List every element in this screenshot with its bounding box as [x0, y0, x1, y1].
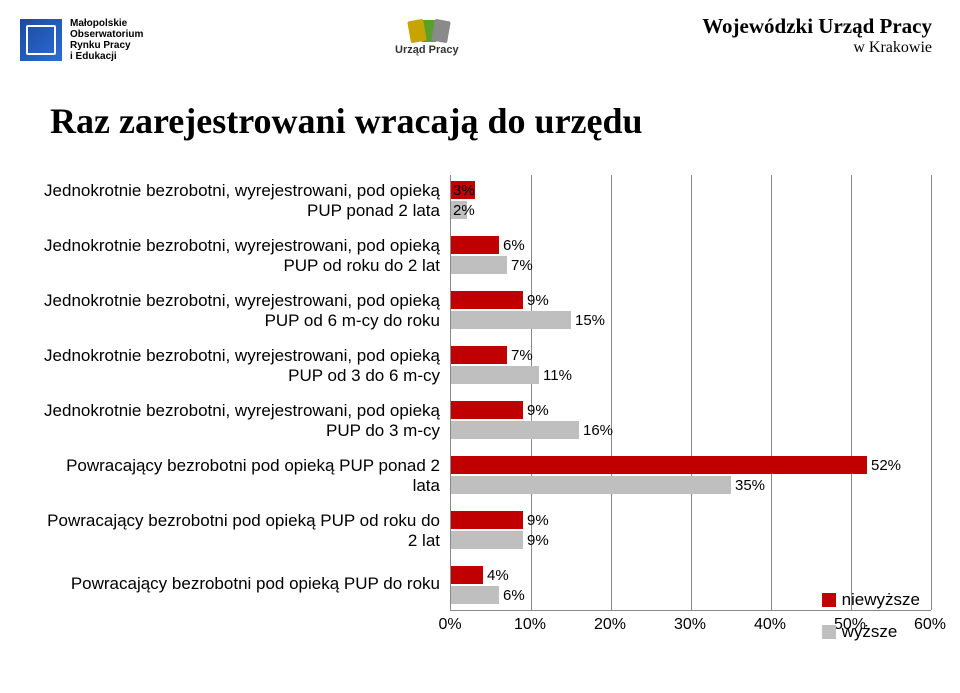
category-label-line: PUP ponad 2 lata: [30, 201, 440, 221]
legend-item-niewyzsze: niewyższe: [822, 590, 920, 610]
category-label-line: Powracający bezrobotni pod opieką PUP od…: [30, 511, 440, 531]
logo-malopolskie-icon: [20, 19, 62, 61]
category-label-line: Jednokrotnie bezrobotni, wyrejestrowani,…: [30, 291, 440, 311]
category-label-line: PUP do 3 m-cy: [30, 421, 440, 441]
slide-title: Raz zarejestrowani wracają do urzędu: [50, 100, 643, 142]
logo-wup-line2: w Krakowie: [702, 39, 932, 57]
category-label: Powracający bezrobotni pod opieką PUP do…: [30, 574, 440, 594]
bar-wyzsze: [451, 256, 507, 274]
category-label-line: PUP od roku do 2 lat: [30, 256, 440, 276]
x-tick-label: 10%: [514, 616, 546, 634]
logo-left-line: Małopolskie: [70, 18, 143, 29]
bar-value-wyzsze: 7%: [511, 257, 533, 274]
bar-wyzsze: [451, 476, 731, 494]
category-label-line: PUP od 6 m-cy do roku: [30, 311, 440, 331]
bar-niewyzsze: [451, 291, 523, 309]
bar-value-niewyzsze: 9%: [527, 292, 549, 309]
logo-left-line: i Edukacji: [70, 51, 143, 62]
bar-wyzsze: [451, 586, 499, 604]
bar-niewyzsze: [451, 236, 499, 254]
category-label-line: 2 lat: [30, 531, 440, 551]
bar-niewyzsze: [451, 566, 483, 584]
category-label: Jednokrotnie bezrobotni, wyrejestrowani,…: [30, 181, 440, 220]
bar-wyzsze: [451, 531, 523, 549]
legend-item-wyzsze: wyższe: [822, 622, 920, 642]
bar-value-wyzsze: 9%: [527, 532, 549, 549]
logo-wup-line1: Wojewódzki Urząd Pracy: [702, 14, 932, 39]
legend-label-niewyzsze: niewyższe: [842, 590, 920, 610]
x-gridline: [771, 175, 772, 610]
bar-value-niewyzsze: 4%: [487, 567, 509, 584]
bar-value-wyzsze: 6%: [503, 587, 525, 604]
page: Małopolskie Obserwatorium Rynku Pracy i …: [0, 0, 960, 693]
x-gridline: [691, 175, 692, 610]
bar-wyzsze: [451, 366, 539, 384]
bar-value-wyzsze: 11%: [543, 367, 572, 384]
x-tick-label: 30%: [674, 616, 706, 634]
category-label: Jednokrotnie bezrobotni, wyrejestrowani,…: [30, 401, 440, 440]
legend-swatch-wyzsze: [822, 625, 836, 639]
plot-area: 3% 2% 6% 7% 9% 15% 7% 11% 9% 16% 52% 35% 9% 9% 4% 6%: [450, 175, 931, 611]
logo-malopolskie: Małopolskie Obserwatorium Rynku Pracy i …: [20, 18, 143, 62]
logo-left-line: Rynku Pracy: [70, 40, 143, 51]
legend-label-wyzsze: wyższe: [842, 622, 898, 642]
bar-value-wyzsze: 2%: [453, 202, 475, 219]
category-label-line: Powracający bezrobotni pod opieką PUP do…: [30, 574, 440, 594]
logo-urzad-pracy-label: Urząd Pracy: [395, 44, 459, 56]
bar-value-niewyzsze: 7%: [511, 347, 533, 364]
category-label: Powracający bezrobotni pod opieką PUP po…: [30, 456, 440, 495]
bar-value-niewyzsze: 3%: [453, 182, 475, 199]
category-label-line: Jednokrotnie bezrobotni, wyrejestrowani,…: [30, 346, 440, 366]
x-gridline: [611, 175, 612, 610]
x-tick-label: 0%: [438, 616, 461, 634]
x-tick-label: 40%: [754, 616, 786, 634]
bar-value-wyzsze: 35%: [735, 477, 765, 494]
legend-swatch-niewyzsze: [822, 593, 836, 607]
category-label-line: lata: [30, 476, 440, 496]
bar-value-niewyzsze: 6%: [503, 237, 525, 254]
bar-niewyzsze: [451, 346, 507, 364]
bar-wyzsze: [451, 421, 579, 439]
logo-urzad-pracy: Urząd Pracy: [395, 20, 459, 56]
category-label-line: Jednokrotnie bezrobotni, wyrejestrowani,…: [30, 181, 440, 201]
bar-value-wyzsze: 16%: [583, 422, 613, 439]
bar-wyzsze: [451, 311, 571, 329]
bar-value-niewyzsze: 9%: [527, 402, 549, 419]
bar-value-wyzsze: 15%: [575, 312, 605, 329]
bar-chart: Jednokrotnie bezrobotni, wyrejestrowani,…: [0, 175, 960, 685]
x-gridline: [851, 175, 852, 610]
category-label-line: Jednokrotnie bezrobotni, wyrejestrowani,…: [30, 236, 440, 256]
category-label-line: Powracający bezrobotni pod opieką PUP po…: [30, 456, 440, 476]
logo-left-line: Obserwatorium: [70, 29, 143, 40]
logo-wup-krakow: Wojewódzki Urząd Pracy w Krakowie: [702, 14, 932, 57]
category-label: Jednokrotnie bezrobotni, wyrejestrowani,…: [30, 291, 440, 330]
chart-legend: niewyższe wyższe: [822, 590, 920, 654]
x-gridline: [931, 175, 932, 610]
bar-niewyzsze: [451, 511, 523, 529]
category-label-line: PUP od 3 do 6 m-cy: [30, 366, 440, 386]
category-label-line: Jednokrotnie bezrobotni, wyrejestrowani,…: [30, 401, 440, 421]
logo-urzad-pracy-icon: [395, 20, 459, 42]
bar-value-niewyzsze: 9%: [527, 512, 549, 529]
category-label: Jednokrotnie bezrobotni, wyrejestrowani,…: [30, 236, 440, 275]
bar-value-niewyzsze: 52%: [871, 457, 901, 474]
bar-niewyzsze: [451, 401, 523, 419]
category-label: Powracający bezrobotni pod opieką PUP od…: [30, 511, 440, 550]
logo-malopolskie-text: Małopolskie Obserwatorium Rynku Pracy i …: [70, 18, 143, 62]
x-tick-label: 20%: [594, 616, 626, 634]
category-label: Jednokrotnie bezrobotni, wyrejestrowani,…: [30, 346, 440, 385]
bar-niewyzsze: [451, 456, 867, 474]
